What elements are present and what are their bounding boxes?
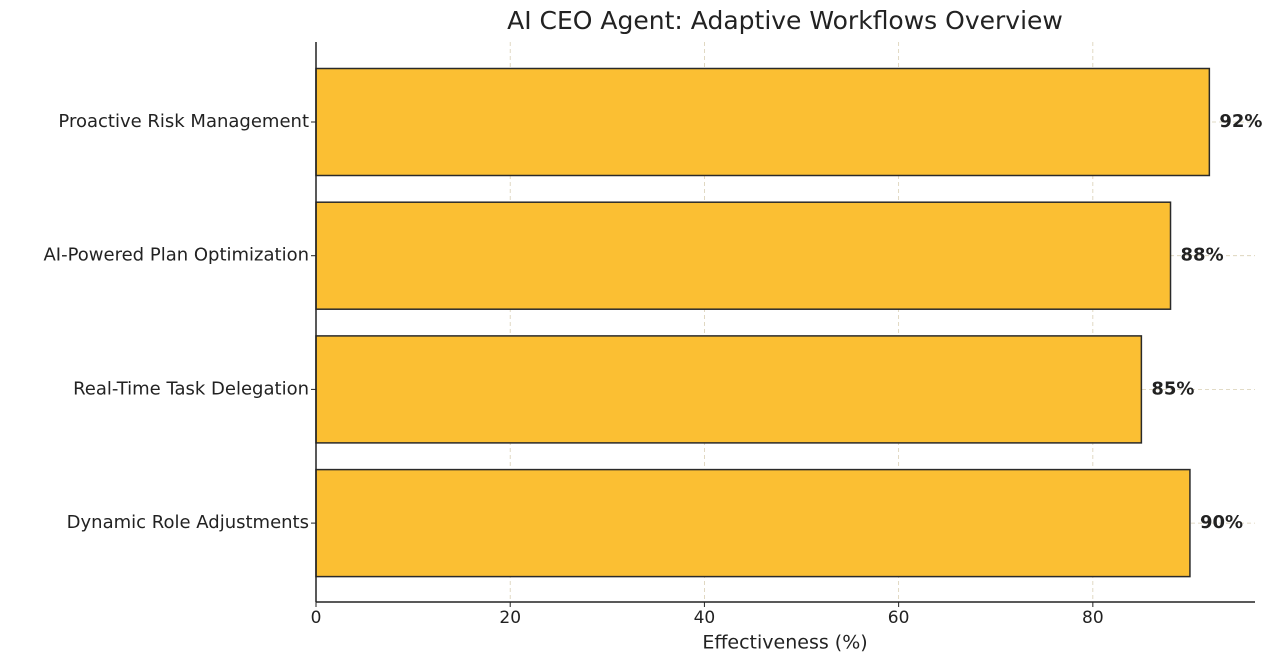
value-label: 92%: [1219, 111, 1262, 132]
value-label: 90%: [1200, 512, 1243, 533]
value-label: 85%: [1151, 378, 1194, 399]
value-label: 88%: [1181, 245, 1224, 266]
x-axis-label: Effectiveness (%): [702, 632, 867, 654]
bar: [315, 67, 1211, 177]
bar: [315, 468, 1191, 578]
x-tick-label: 80: [1082, 608, 1104, 628]
bar: [315, 335, 1143, 444]
x-tick-label: 40: [694, 608, 716, 628]
x-tick-label: 0: [311, 608, 322, 628]
y-tick-label: AI-Powered Plan Optimization: [43, 245, 309, 266]
bar: [315, 201, 1172, 310]
x-tick-label: 60: [888, 608, 910, 628]
chart-title: AI CEO Agent: Adaptive Workflows Overvie…: [507, 6, 1063, 35]
y-tick-label: Proactive Risk Management: [58, 111, 309, 132]
y-tick-label: Real-Time Task Delegation: [73, 378, 309, 399]
y-tick-label: Dynamic Role Adjustments: [67, 512, 309, 533]
x-tick-label: 20: [499, 608, 521, 628]
